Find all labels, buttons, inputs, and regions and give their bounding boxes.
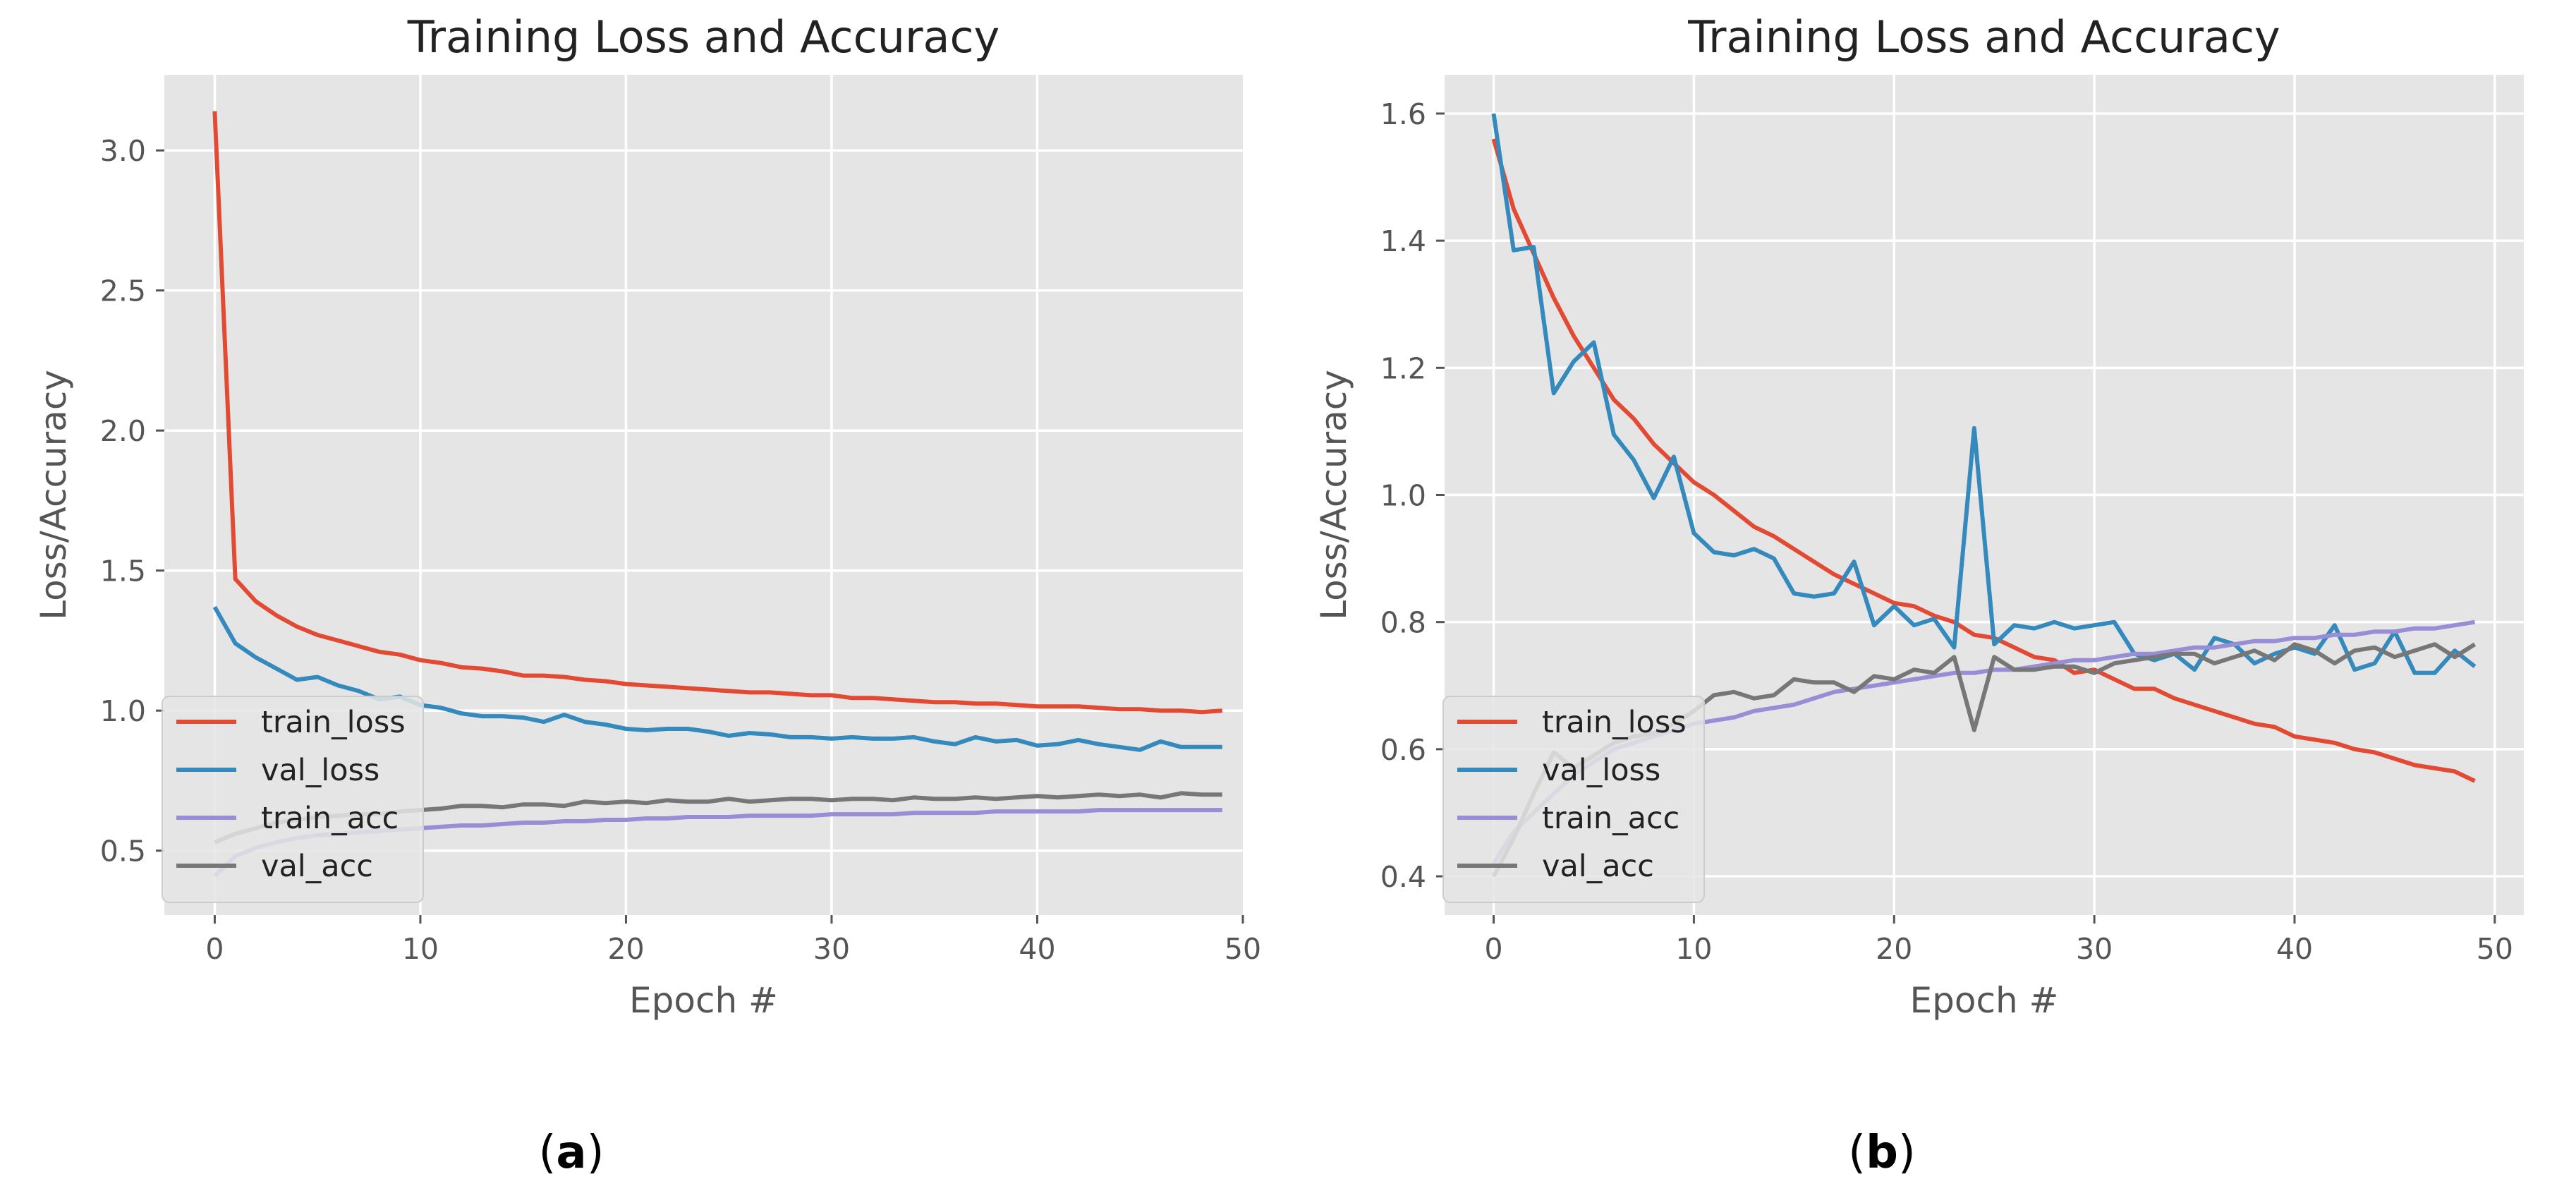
y-tick-label: 3.0 (100, 134, 146, 168)
y-tick-label: 1.0 (100, 694, 146, 728)
chart-title: Training Loss and Accuracy (1687, 11, 2280, 63)
y-tick-label: 0.8 (1380, 606, 1426, 640)
x-tick-label: 30 (813, 932, 850, 966)
y-tick-label: 0.5 (100, 835, 146, 869)
x-tick-label: 30 (2076, 932, 2113, 966)
y-axis-label: Loss/Accuracy (33, 370, 74, 620)
x-axis-label: Epoch # (629, 980, 778, 1021)
chart-b: 0 10 20 30 40 50 0.4 0.6 0.8 1.0 1.2 1.4 1.6 Training… (1313, 11, 2524, 1179)
panel-caption-letter: a (556, 1127, 586, 1179)
legend-label-val-loss: val_loss (1542, 753, 1660, 788)
x-tick-label: 40 (1019, 932, 1055, 966)
legend-box (1442, 696, 1705, 903)
y-tick-label: 1.0 (1380, 479, 1426, 513)
y-axis-label: Loss/Accuracy (1313, 370, 1354, 620)
y-tick-label: 1.6 (1380, 97, 1426, 131)
chart-title: Training Loss and Accuracy (407, 11, 1000, 63)
y-tick-label: 2.0 (100, 414, 146, 448)
x-tick-label: 40 (2276, 932, 2313, 966)
series-line-train-loss (1491, 138, 2476, 783)
x-axis-label: Epoch # (1910, 980, 2059, 1021)
x-tick-label: 10 (402, 932, 439, 966)
y-tick-label: 1.5 (100, 555, 146, 588)
x-tick-label: 50 (2477, 932, 2513, 966)
chart-a: 0 10 20 30 40 50 0.5 1.0 1.5 2.0 2.5 3.0 Training Lo… (33, 11, 1261, 1179)
legend-label-train-acc: train_acc (261, 801, 399, 836)
y-tick-label: 0.4 (1380, 860, 1426, 894)
y-tick-label: 1.2 (1380, 351, 1426, 385)
y-tick-label: 2.5 (100, 274, 146, 308)
legend-box (162, 696, 424, 903)
legend-label-train-loss: train_loss (261, 705, 406, 740)
legend: train_loss val_loss train_acc val_acc (162, 696, 424, 903)
x-tick-label: 10 (1675, 932, 1712, 966)
legend-label-train-acc: train_acc (1542, 801, 1679, 836)
y-tick-label: 0.6 (1380, 733, 1426, 767)
panel-caption-letter: b (1866, 1127, 1898, 1179)
panel-caption: (b) (1848, 1127, 1916, 1179)
x-tick-label: 0 (1484, 932, 1502, 966)
x-tick-label: 0 (205, 932, 224, 966)
x-tick-label: 20 (1876, 932, 1912, 966)
y-tick-label: 1.4 (1380, 224, 1426, 258)
x-tick-label: 50 (1225, 932, 1261, 966)
legend-label-train-loss: train_loss (1542, 705, 1687, 740)
series-line-val-loss (1491, 113, 2477, 675)
panel-caption: (a) (538, 1127, 604, 1179)
legend: train_loss val_loss train_acc val_acc (1442, 696, 1705, 903)
x-tick-label: 20 (607, 932, 644, 966)
legend-label-val-acc: val_acc (1542, 849, 1654, 884)
legend-label-val-loss: val_loss (261, 753, 379, 788)
legend-label-val-acc: val_acc (261, 849, 373, 884)
series-line-train-loss (212, 111, 1223, 715)
